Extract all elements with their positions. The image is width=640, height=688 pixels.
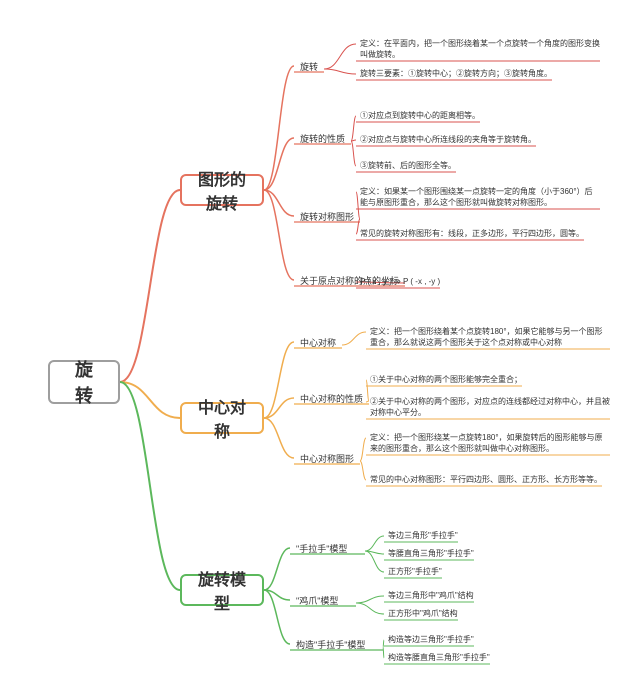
b3-child-1: "鸡爪"模型	[296, 594, 338, 607]
b3-c0-leaf-1: 等腰直角三角形"手拉手"	[388, 548, 474, 559]
root-node: 旋转	[48, 360, 120, 404]
b3-child-0: "手拉手"模型	[296, 542, 347, 555]
b1-child-1: 旋转的性质	[300, 132, 345, 145]
b3-c1-leaf-0: 等边三角形中"鸡爪"结构	[388, 590, 474, 601]
b2-c0-leaf-0: 定义：把一个图形绕着某个点旋转180°，如果它能够与另一个图形重合，那么就说这两…	[370, 326, 610, 348]
b1-child-2: 旋转对称图形	[300, 210, 354, 223]
b3-c0-leaf-2: 正方形"手拉手"	[388, 566, 442, 577]
b2-child-1: 中心对称的性质	[300, 392, 363, 405]
branch-node-1: 中心对称	[180, 402, 264, 434]
branch-node-2: 旋转模型	[180, 574, 264, 606]
b1-c0-leaf-1: 旋转三要素：①旋转中心；②旋转方向；③旋转角度。	[360, 68, 552, 79]
b1-c1-leaf-2: ③旋转前、后的图形全等。	[360, 160, 456, 171]
b3-c1-leaf-1: 正方形中"鸡爪"结构	[388, 608, 458, 619]
b2-c1-leaf-0: ①关于中心对称的两个图形能够完全重合；	[370, 374, 522, 385]
b1-c0-leaf-0: 定义：在平面内，把一个图形绕着某一个点旋转一个角度的图形变换叫做旋转。	[360, 38, 600, 60]
b1-child-0: 旋转	[300, 60, 318, 73]
b1-c1-leaf-1: ②对应点与旋转中心所连线段的夹角等于旋转角。	[360, 134, 536, 145]
branch-node-0: 图形的旋转	[180, 174, 264, 206]
b2-child-2: 中心对称图形	[300, 452, 354, 465]
b2-child-0: 中心对称	[300, 336, 336, 349]
b1-c3-leaf-0: P ( x , y ) ⇒ P ( -x , -y )	[360, 276, 440, 287]
b2-c2-leaf-0: 定义：把一个图形绕某一点旋转180°，如果旋转后的图形能够与原来的图形重合，那么…	[370, 432, 610, 454]
b2-c1-leaf-1: ②关于中心对称的两个图形，对应点的连线都经过对称中心，并且被对称中心平分。	[370, 396, 610, 418]
b1-c1-leaf-0: ①对应点到旋转中心的距离相等。	[360, 110, 480, 121]
b3-c0-leaf-0: 等边三角形"手拉手"	[388, 530, 458, 541]
b3-c2-leaf-0: 构造等边三角形"手拉手"	[388, 634, 474, 645]
b1-c2-leaf-0: 定义：如果某一个图形围绕某一点旋转一定的角度（小于360°）后能与原图形重合，那…	[360, 186, 600, 208]
b1-c2-leaf-1: 常见的旋转对称图形有：线段，正多边形，平行四边形，圆等。	[360, 228, 584, 239]
b3-child-2: 构造"手拉手"模型	[296, 638, 365, 651]
b2-c2-leaf-1: 常见的中心对称图形：平行四边形、圆形、正方形、长方形等等。	[370, 474, 602, 485]
b3-c2-leaf-1: 构造等腰直角三角形"手拉手"	[388, 652, 490, 663]
